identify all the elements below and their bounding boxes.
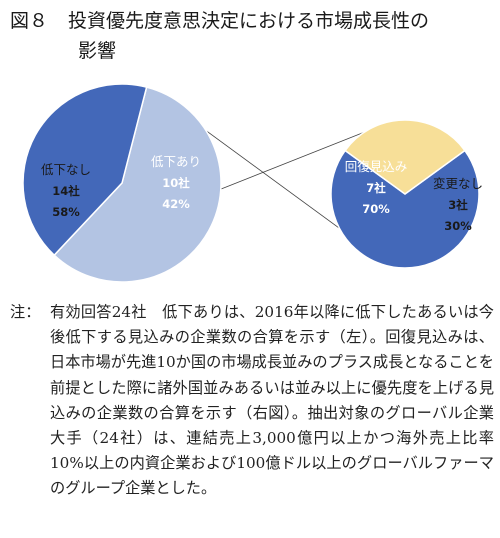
title-line-2: 影響 [78, 40, 117, 62]
pie-charts: 低下なし 14社 58% 低下あり 10社 42% 回復見込み 7社 70% 変更なし 3社 30% [22, 83, 483, 283]
slice-percent-left-1: 42% [162, 197, 190, 211]
slice-percent-right-0: 70% [362, 202, 390, 216]
footnote-text: 有効回答24社 低下ありは、2016年以降に低下したあるいは今後低下する見込みの… [50, 303, 494, 498]
pie-chart-left: 低下なし 14社 58% 低下あり 10社 42% [22, 83, 222, 283]
figure-title: 図８ 投資優先度意思決定における市場成長性の 影響 [10, 6, 494, 66]
slice-count-right-0: 7社 [366, 181, 386, 195]
slice-label-left-1: 低下あり [151, 154, 201, 169]
pie-chart-right: 回復見込み 7社 70% 変更なし 3社 30% [330, 119, 483, 269]
slice-count-left-0: 14社 [52, 184, 80, 198]
slice-percent-left-0: 58% [52, 205, 80, 219]
figure-number: 図８ [10, 10, 49, 32]
footnote-mark: 注： [10, 303, 41, 321]
slice-count-right-1: 3社 [448, 198, 468, 212]
footnote: 注： 有効回答24社 低下ありは、2016年以降に低下したあるいは今後低下する見… [10, 300, 494, 502]
slice-label-right-0: 回復見込み [345, 159, 408, 174]
pie-slice-right-1 [344, 119, 466, 195]
pie-slice-left-0 [53, 86, 222, 283]
slice-percent-right-1: 30% [444, 219, 472, 233]
slice-count-left-1: 10社 [162, 176, 190, 190]
slice-label-right-1: 変更なし [433, 176, 483, 191]
pie-slice-right-0 [330, 149, 480, 269]
title-line-1: 投資優先度意思決定における市場成長性の [68, 10, 430, 32]
slice-label-left-0: 低下なし [41, 162, 91, 177]
pie-slice-left-1 [22, 83, 148, 257]
